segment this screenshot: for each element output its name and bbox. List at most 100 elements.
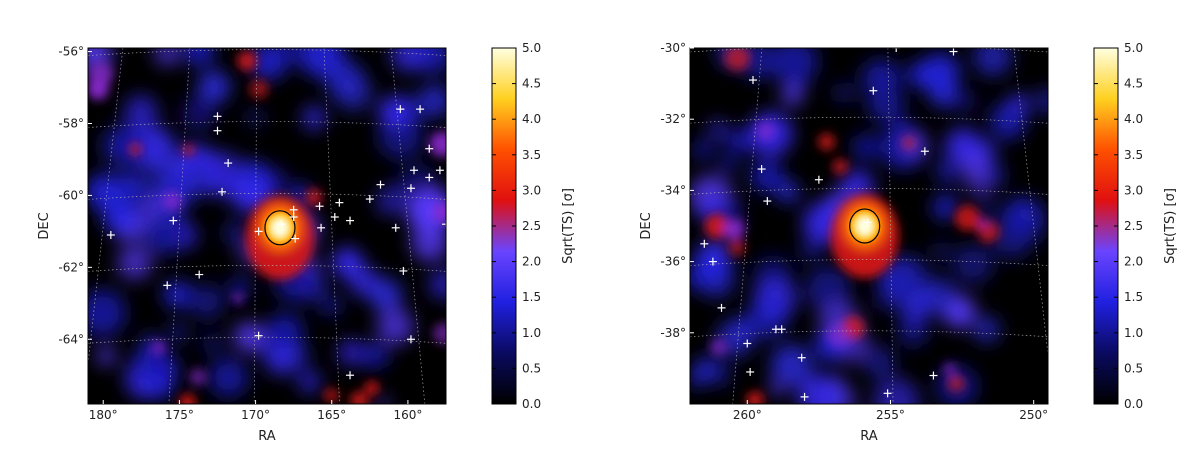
grid-left [88,48,446,404]
source-marker [425,144,434,153]
colorbar-tick-label: 5.0 [1124,41,1143,55]
source-marker [254,331,263,340]
ts-contour [264,210,296,246]
source-marker [315,202,324,211]
colorbar-tick-label: 1.5 [1124,290,1143,304]
y-tick-label: -56° [58,45,84,59]
source-marker [863,218,872,227]
grid-line-ra [887,48,894,404]
source-marker [410,166,419,175]
colorbar-tick-label: 2.5 [1124,219,1143,233]
colorbar-tick-label: 1.0 [522,326,541,340]
source-marker [700,239,709,248]
grid-line-ra [323,48,340,404]
x-tick-label: 160° [393,408,422,422]
colorbar-label-left: Sqrt(TS) [σ] [561,188,576,264]
source-marker [399,266,408,275]
source-marker [346,371,355,380]
colorbar-label-right: Sqrt(TS) [σ] [1163,188,1178,264]
grid-line-ra [168,48,191,404]
source-marker [425,173,434,182]
colorbar-tick-label: 4.0 [522,112,541,126]
colorbar-tick-label: 4.5 [522,77,541,91]
source-marker [330,213,339,222]
source-marker [391,223,400,232]
panel-left: 180° 175° 170° 165° 160° -56° -58° -60° -62° -64°… [37,45,447,444]
source-marker [218,187,227,196]
source-marker [442,220,446,229]
colorbar-tick-label: 2.0 [522,255,541,269]
colorbar-tick-label: 3.0 [522,183,541,197]
source-marker [317,223,326,232]
source-marker [416,105,425,114]
x-tick-label: 170° [241,408,270,422]
y-axis-label-right: DEC [639,212,654,239]
colorbar-tick-label: 4.5 [1124,77,1143,91]
source-marker [717,303,726,312]
grid-line-ra [253,48,258,404]
x-axis-label-left: RA [258,429,276,444]
source-marker [800,392,809,401]
source-marker [163,281,172,290]
source-marker [291,234,300,243]
colorbar-tick-label: 1.5 [522,290,541,304]
x-tick-label: 260° [733,408,762,422]
x-tick-label: 250° [1019,408,1048,422]
colorbar-tick-label: 0.0 [1124,397,1143,411]
y-tick-label: -38° [660,326,686,340]
x-tick-label: 180° [89,408,118,422]
colorbar-left: 5.0 4.5 4.0 3.5 3.0 2.5 2.0 1.5 1.0 0.5 0.0 Sqrt(T… [491,41,576,411]
source-marker [406,335,415,344]
colorbar-tick-label: 2.5 [522,219,541,233]
source-marker [346,216,355,225]
source-marker [224,159,233,168]
source-marker [195,270,204,279]
colorbar-tick-label: 0.0 [522,397,541,411]
source-marker [929,371,938,380]
colorbar-right: 5.0 4.5 4.0 3.5 3.0 2.5 2.0 1.5 1.0 0.5 0.0 Sqrt(T… [1093,41,1178,411]
source-marker [213,112,222,121]
source-marker [797,353,806,362]
plot-frame-right [689,47,1049,405]
source-marker [396,105,405,114]
source-marker [254,227,263,236]
source-marker [949,48,958,56]
x-tick-label: 175° [165,408,194,422]
y-tick-label: -58° [58,117,84,131]
source-marker [335,198,344,207]
colorbar-tick-label: 2.0 [1124,255,1143,269]
colorbar-tick-label: 3.0 [1124,183,1143,197]
source-marker [757,165,766,174]
y-tick-label: -62° [58,260,84,274]
y-tick-label: -60° [58,188,84,202]
source-marker [376,180,385,189]
ts-contour [849,208,881,244]
sources-right [700,48,958,401]
x-tick-label: 165° [317,408,346,422]
heatmap-right [690,48,1048,404]
plot-frame-left [87,47,447,405]
source-marker [814,175,823,184]
source-marker [289,205,298,214]
source-marker [106,230,115,239]
colorbar-tick-label: 1.0 [1124,326,1143,340]
y-axis-label-left: DEC [37,212,52,239]
source-marker [869,86,878,95]
x-tick-label: 255° [876,408,905,422]
source-marker [406,184,415,193]
y-tick-label: -64° [58,332,84,346]
source-marker [169,216,178,225]
colorbar-tick-label: 0.5 [1124,361,1143,375]
source-marker [892,48,901,52]
y-tick-label: -34° [660,183,686,197]
colorbar-tick-label: 0.5 [522,361,541,375]
source-marker [743,339,752,348]
source-marker [289,213,298,222]
colorbar-tick-label: 4.0 [1124,112,1143,126]
source-marker [763,197,772,206]
grid-right [690,48,1048,404]
source-marker [708,257,717,266]
source-marker [920,147,929,156]
y-tick-label: -36° [660,255,686,269]
panel-right: 260° 255° 250° -30° -32° -34° -36° -38° RA DEC [639,41,1049,444]
